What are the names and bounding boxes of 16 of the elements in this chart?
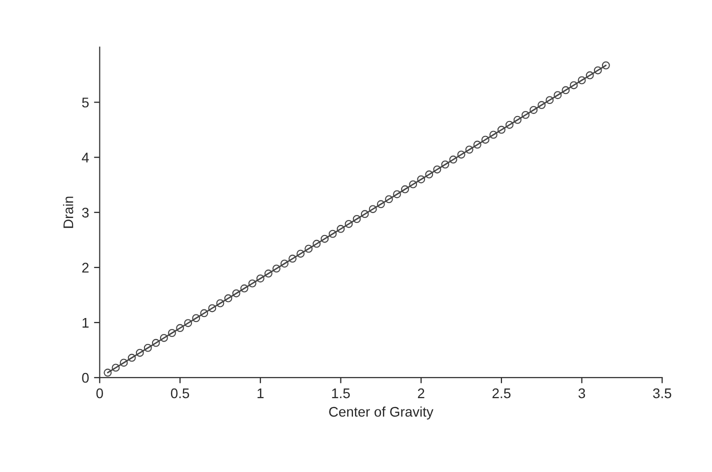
y-tick-label: 3 (82, 208, 89, 218)
y-tick-label: 4 (82, 152, 89, 162)
x-tick-label: 1.5 (332, 388, 350, 398)
x-tick-label: 0 (96, 388, 103, 398)
y-tick-label: 1 (82, 318, 89, 328)
x-tick-label: 3.5 (653, 388, 672, 398)
x-tick-label: 2 (418, 388, 424, 398)
x-tick-label: 2.5 (492, 388, 511, 398)
y-tick-label: 0 (82, 372, 89, 383)
y-axis-title: Drain (63, 196, 74, 228)
y-tick-label: 5 (82, 98, 89, 108)
x-tick-label: 1 (258, 388, 264, 398)
x-tick-label: 0.5 (170, 388, 190, 398)
x-tick-label: 3 (578, 388, 586, 398)
y-tick-label: 2 (82, 262, 89, 272)
x-axis-title: Center of Gravity (329, 406, 434, 420)
